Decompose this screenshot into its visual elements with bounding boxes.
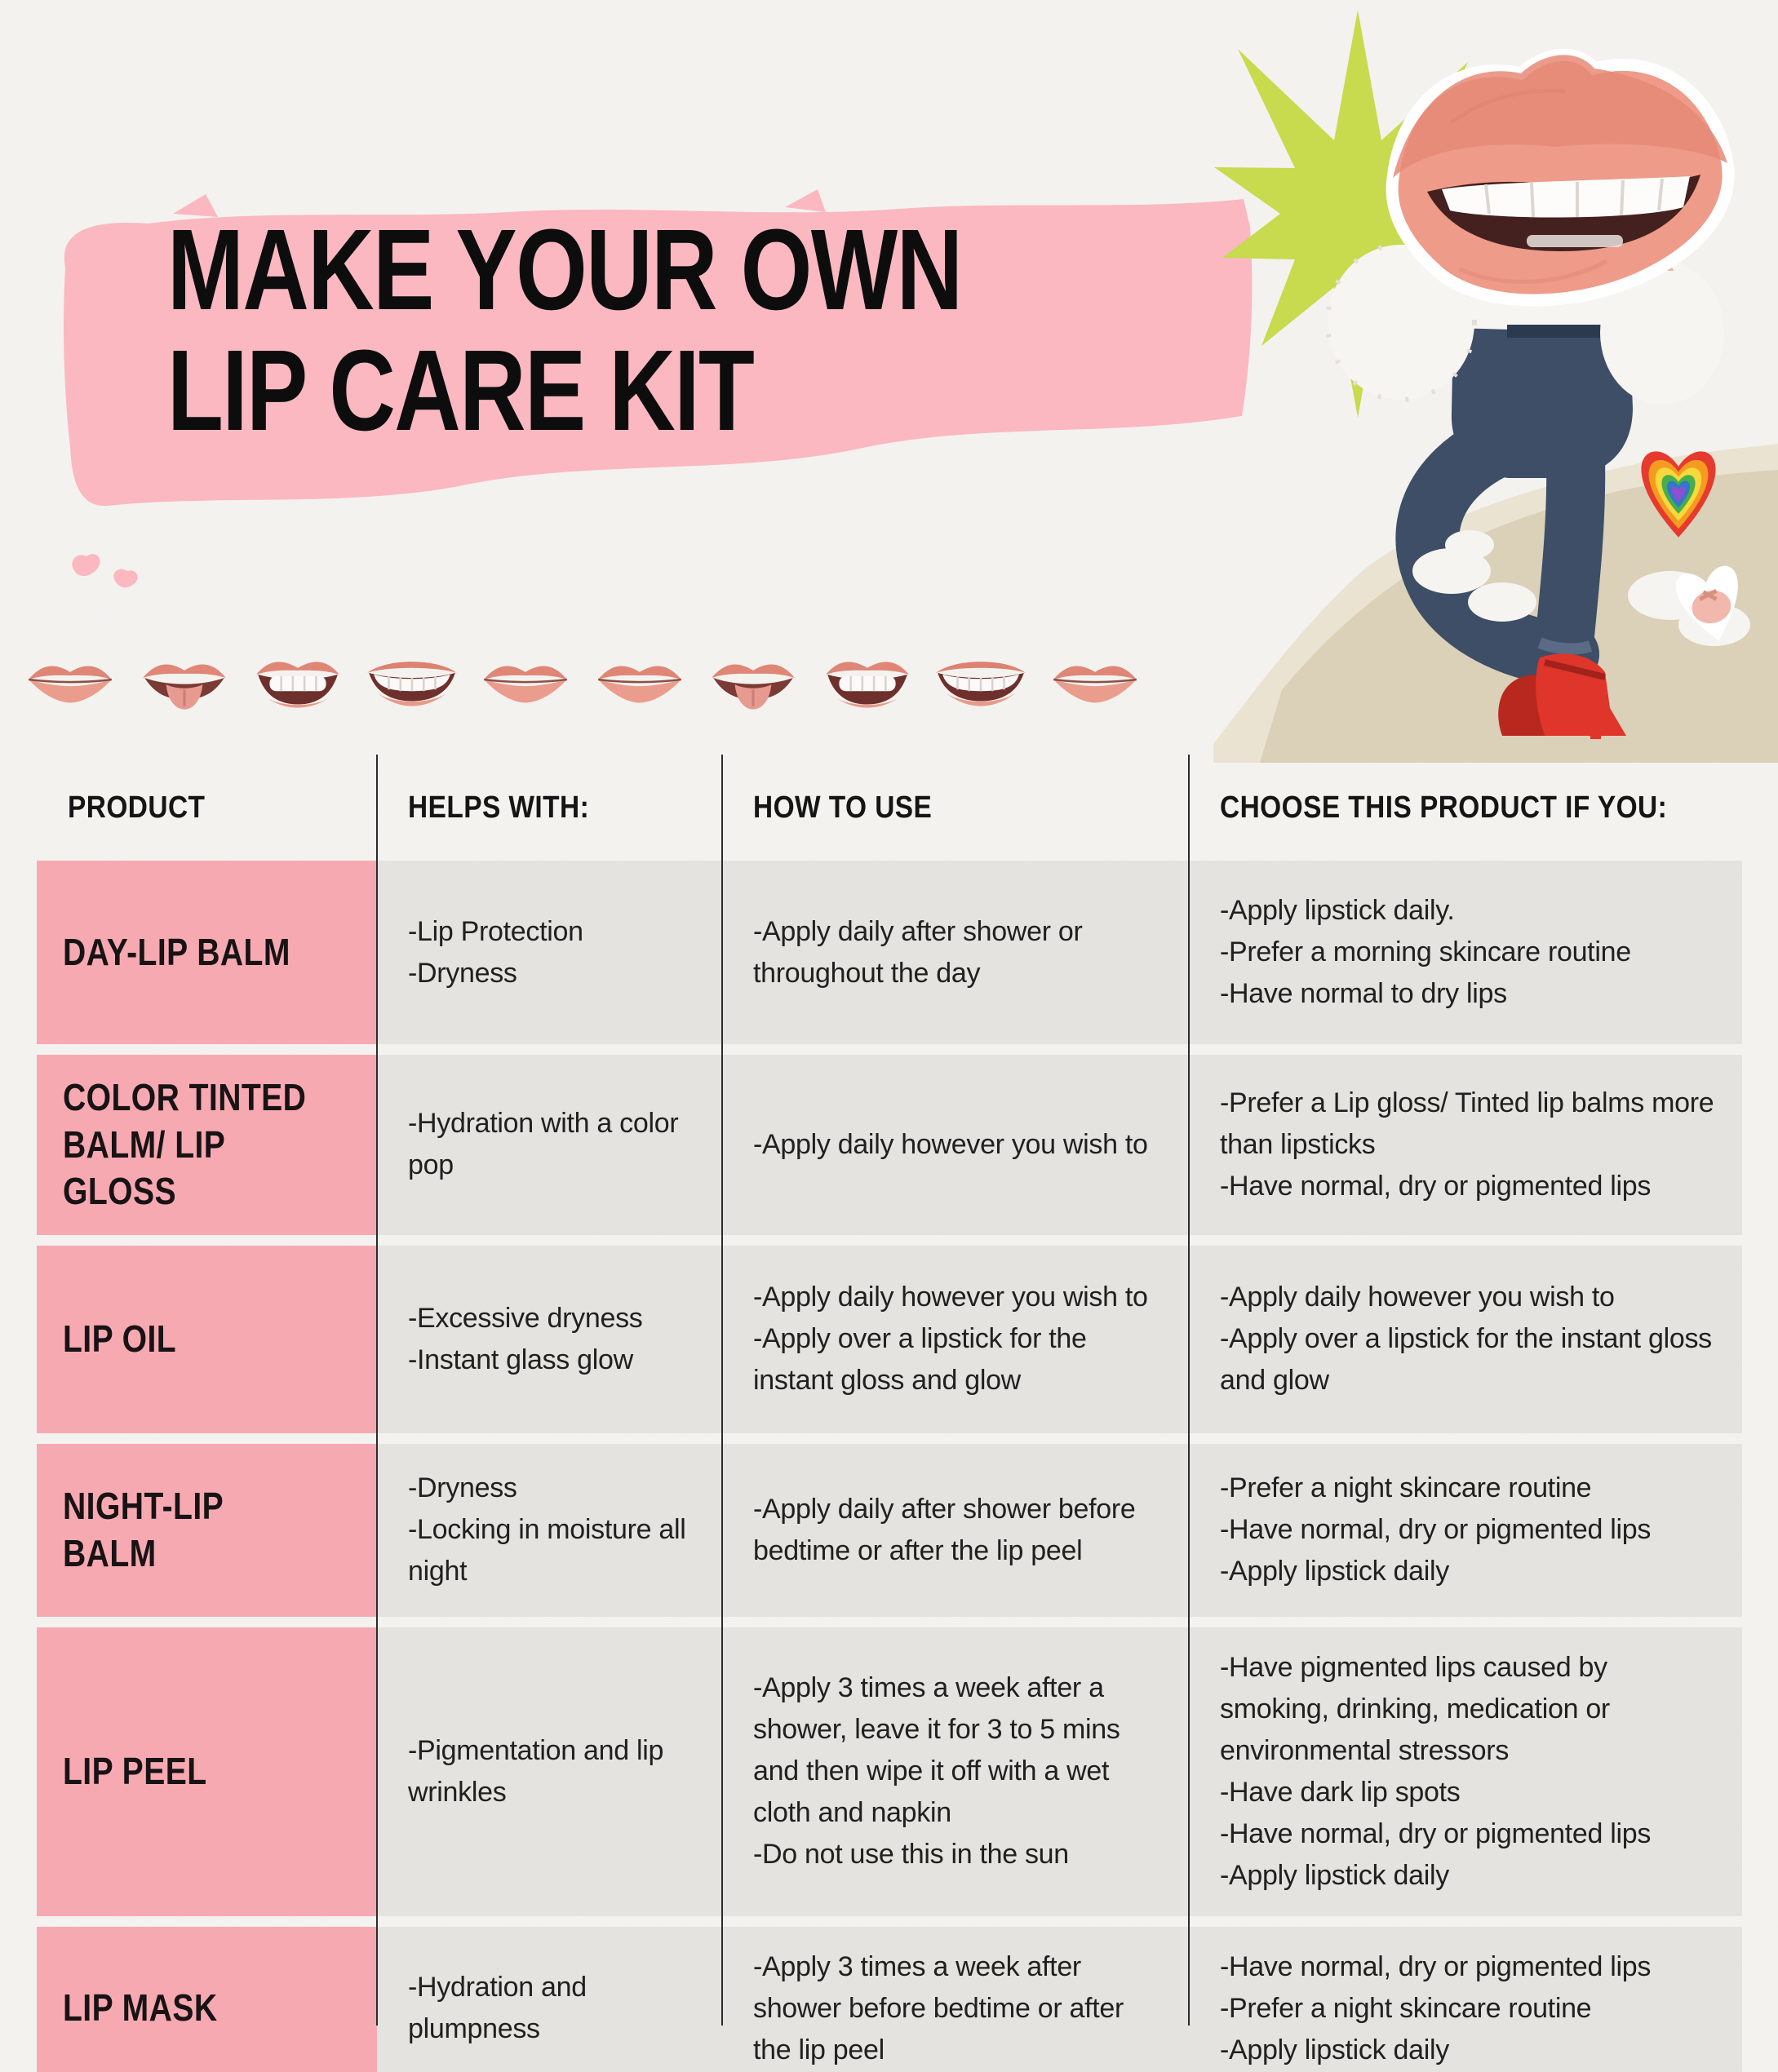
lips-photo-strip (20, 639, 1145, 717)
column-divider (1188, 755, 1190, 2026)
page-title: MAKE YOUR OWN LIP CARE KIT (167, 205, 963, 455)
choose-if-cell: -Have normal, dry or pigmented lips -Pre… (1189, 1926, 1742, 2072)
table-row: LIP PEEL -Pigmentation and lip wrinkles … (37, 1627, 1742, 1916)
pink-brush-banner (64, 189, 1253, 507)
product-cell: COLOR TINTED BALM/ LIP GLOSS (37, 1055, 377, 1235)
how-to-use-cell: -Apply daily however you wish to -Apply … (722, 1245, 1189, 1433)
product-cell: NIGHT-LIP BALM (37, 1443, 377, 1617)
column-header-choose-if: CHOOSE THIS PRODUCT IF YOU: (1220, 790, 1668, 825)
product-cell: LIP MASK (37, 1926, 377, 2072)
how-to-use-cell: -Apply 3 times a week after a shower, le… (722, 1627, 1189, 1916)
column-divider (376, 755, 378, 2026)
lips-photo-open-icon (818, 640, 917, 715)
choose-if-cell: -Apply lipstick daily. -Prefer a morning… (1189, 861, 1742, 1044)
table-row: NIGHT-LIP BALM -Dryness -Locking in mois… (37, 1443, 1742, 1617)
red-high-heels (1498, 653, 1626, 739)
pink-paint-specks (72, 554, 138, 588)
helps-with-cell: -Excessive dryness -Instant glass glow (377, 1245, 722, 1433)
helps-with-cell: -Hydration with a color pop (377, 1055, 722, 1235)
lips-photo-closed-icon (20, 640, 120, 715)
how-to-use-cell: -Apply daily after shower or throughout … (722, 861, 1189, 1044)
rainbow-heart-sticker (1641, 451, 1716, 538)
helps-with-cell: -Pigmentation and lip wrinkles (377, 1627, 722, 1916)
lips-photo-smile-icon (931, 640, 1031, 715)
giant-lips-figure (1325, 138, 1750, 739)
how-to-use-cell: -Apply daily after shower before bedtime… (722, 1443, 1189, 1617)
choose-if-cell: -Apply daily however you wish to -Apply … (1189, 1245, 1742, 1433)
lips-photo-closed-icon (590, 640, 689, 715)
column-header-how-to-use: HOW TO USE (753, 790, 933, 825)
table-header-row: PRODUCT HELPS WITH: HOW TO USE CHOOSE TH… (37, 755, 1742, 861)
how-to-use-cell: -Apply 3 times a week after shower befor… (722, 1926, 1189, 2072)
table-row: COLOR TINTED BALM/ LIP GLOSS -Hydration … (37, 1055, 1742, 1235)
lips-photo-closed-icon (476, 640, 575, 715)
table-row: LIP MASK -Hydration and plumpness -Apply… (37, 1926, 1742, 2072)
helps-with-cell: -Hydration and plumpness (377, 1926, 722, 2072)
finger-heart-hand-sticker (1675, 565, 1738, 641)
product-table: PRODUCT HELPS WITH: HOW TO USE CHOOSE TH… (37, 755, 1742, 2072)
choose-if-cell: -Prefer a night skincare routine -Have n… (1189, 1443, 1742, 1617)
choose-if-cell: -Have pigmented lips caused by smoking, … (1189, 1627, 1742, 1916)
how-to-use-cell: -Apply daily however you wish to (722, 1055, 1189, 1235)
table-row: DAY-LIP BALM -Lip Protection -Dryness -A… (37, 861, 1742, 1044)
product-cell: LIP PEEL (37, 1627, 377, 1916)
column-header-helps-with: HELPS WITH: (408, 790, 590, 825)
lips-photo-closed-icon (1045, 640, 1145, 715)
column-divider (721, 755, 723, 2026)
product-cell: DAY-LIP BALM (37, 861, 377, 1044)
puff-sleeves (1325, 242, 1724, 405)
lips-photo-tongue-icon (703, 640, 803, 715)
helps-with-cell: -Lip Protection -Dryness (377, 861, 722, 1044)
lips-photo-smile-icon (362, 640, 462, 715)
lips-photo-open-icon (248, 640, 348, 715)
giant-lips (1386, 48, 1735, 307)
lips-photo-tongue-icon (135, 640, 234, 715)
product-cell: LIP OIL (37, 1245, 377, 1433)
helps-with-cell: -Dryness -Locking in moisture all night (377, 1443, 722, 1617)
column-header-product: PRODUCT (68, 790, 206, 825)
lips-figure-collage (1213, 10, 1778, 763)
table-row: LIP OIL -Excessive dryness -Instant glas… (37, 1245, 1742, 1433)
choose-if-cell: -Prefer a Lip gloss/ Tinted lip balms mo… (1189, 1055, 1742, 1235)
